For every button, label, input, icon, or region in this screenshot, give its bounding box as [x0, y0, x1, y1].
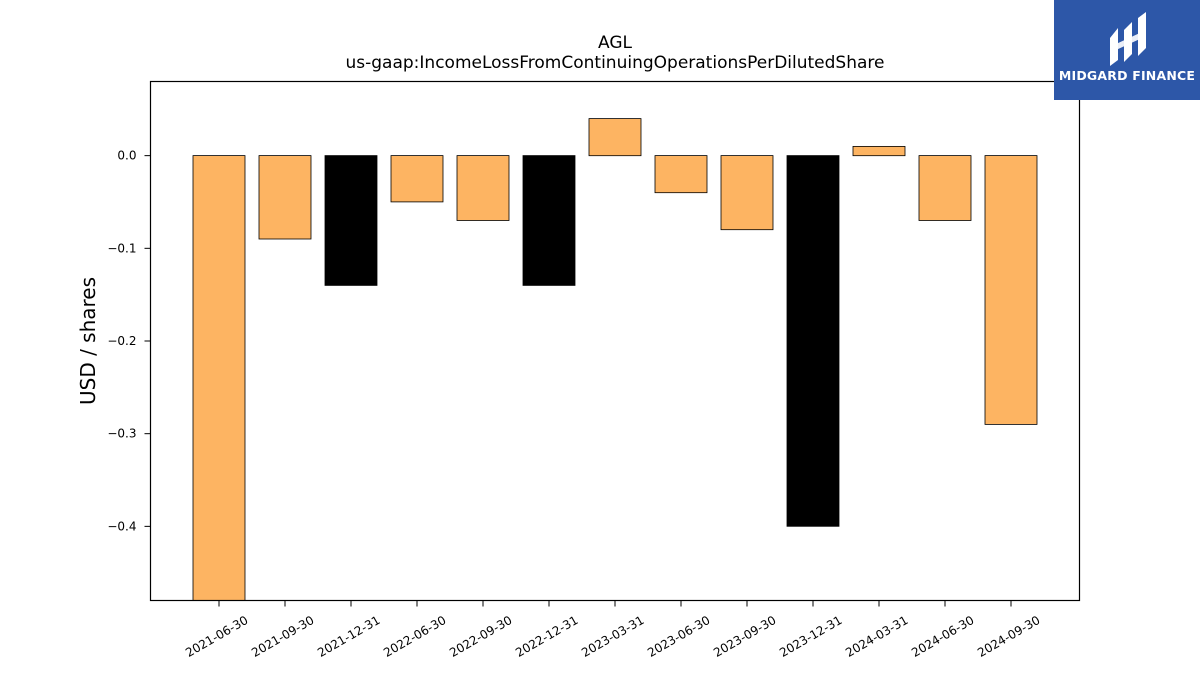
midgard-logo-icon	[1110, 12, 1146, 66]
x-tick-label: 2023-12-31	[777, 613, 844, 660]
y-axis-label: USD / shares	[76, 277, 100, 405]
bar-2023-03-31	[588, 118, 642, 157]
bar-2021-06-30	[192, 155, 246, 601]
plot-frame	[149, 80, 1081, 602]
x-tick-label: 2022-12-31	[513, 613, 580, 660]
y-tick-label: −0.3	[107, 427, 136, 441]
bar-2022-09-30	[456, 155, 510, 221]
bar-2021-09-30	[258, 155, 312, 240]
x-tick-label: 2022-06-30	[381, 613, 448, 660]
x-tick-label: 2021-12-31	[315, 613, 382, 660]
x-tick-label: 2023-03-31	[579, 613, 646, 660]
x-tick-label: 2021-09-30	[249, 613, 316, 660]
y-tick-label: −0.1	[107, 241, 136, 255]
x-tick-label: 2024-06-30	[909, 613, 976, 660]
y-tick-label: −0.4	[107, 519, 136, 533]
chart-subtitle: us-gaap:IncomeLossFromContinuingOperatio…	[346, 53, 885, 73]
x-tick-label: 2024-09-30	[975, 613, 1042, 660]
bar-2024-03-31	[852, 145, 906, 157]
bar-2024-09-30	[984, 155, 1038, 425]
bar-2023-09-30	[720, 155, 774, 231]
x-tick-label: 2023-09-30	[711, 613, 778, 660]
bar-2023-06-30	[654, 155, 708, 194]
x-tick-label: 2021-06-30	[183, 613, 250, 660]
x-tick-label: 2022-09-30	[447, 613, 514, 660]
bar-2022-12-31	[522, 155, 576, 286]
x-tick-label: 2023-06-30	[645, 613, 712, 660]
bar-2024-06-30	[918, 155, 972, 221]
midgard-finance-logo: MIDGARD FINANCE	[1054, 0, 1200, 100]
bar-2023-12-31	[786, 155, 840, 527]
x-tick-label: 2024-03-31	[843, 613, 910, 660]
bar-2022-06-30	[390, 155, 444, 203]
chart-title: AGL	[598, 33, 633, 53]
y-tick-label: −0.2	[107, 334, 136, 348]
bar-2021-12-31	[324, 155, 378, 286]
brand-name: MIDGARD FINANCE	[1058, 68, 1196, 83]
y-tick-label: 0.0	[117, 149, 136, 163]
